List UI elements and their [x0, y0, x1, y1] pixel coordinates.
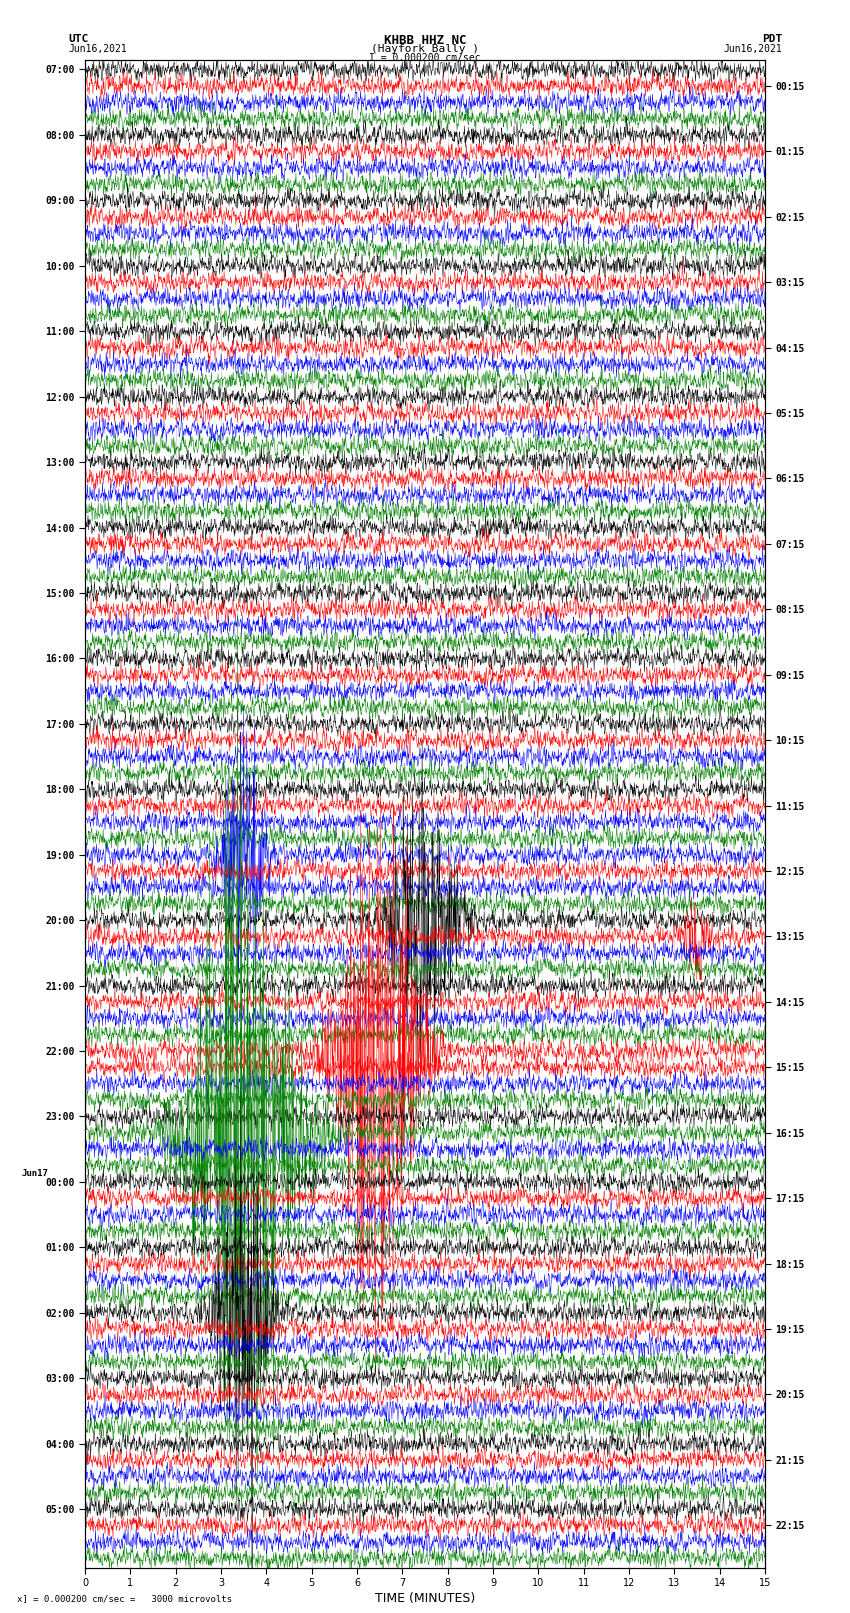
X-axis label: TIME (MINUTES): TIME (MINUTES)	[375, 1592, 475, 1605]
Text: (Hayfork Bally ): (Hayfork Bally )	[371, 44, 479, 53]
Text: UTC: UTC	[68, 34, 88, 44]
Text: KHBB HHZ NC: KHBB HHZ NC	[383, 34, 467, 47]
Text: x] = 0.000200 cm/sec =   3000 microvolts: x] = 0.000200 cm/sec = 3000 microvolts	[17, 1594, 232, 1603]
Text: Jun16,2021: Jun16,2021	[68, 44, 127, 53]
Text: Jun16,2021: Jun16,2021	[723, 44, 782, 53]
Text: Jun17: Jun17	[22, 1169, 48, 1177]
Text: I = 0.000200 cm/sec: I = 0.000200 cm/sec	[369, 53, 481, 63]
Text: PDT: PDT	[762, 34, 782, 44]
